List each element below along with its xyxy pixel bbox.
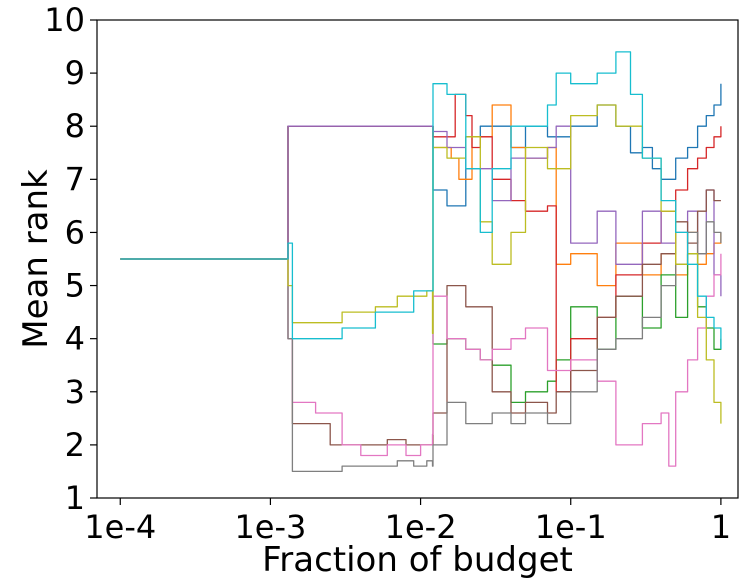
x-tick-label-3: 1e-2 — [385, 508, 457, 546]
x-tick-label-2: 1e-3 — [234, 508, 306, 546]
y-axis-ticks: 1 2 3 4 5 6 7 8 9 10 — [44, 1, 97, 517]
series-layer — [120, 51, 722, 473]
plot-frame — [96, 19, 739, 499]
y-axis-label: Mean rank — [16, 169, 56, 349]
y-tick-label-6: 6 — [65, 213, 85, 251]
x-tick-label-4: 1e-1 — [535, 508, 607, 546]
series-line-4 — [120, 93, 722, 393]
series-line-10 — [120, 51, 722, 350]
y-tick-label-10: 10 — [44, 1, 85, 39]
y-tick-label-8: 8 — [65, 107, 85, 145]
y-tick-label-3: 3 — [65, 373, 85, 411]
x-axis-label: Fraction of budget — [262, 540, 573, 580]
x-tick-label-5: 1 — [711, 508, 731, 546]
series-line-7 — [120, 253, 722, 467]
series-line-9 — [120, 104, 722, 424]
y-tick-label-1: 1 — [65, 479, 85, 517]
series-line-1 — [120, 83, 722, 260]
y-tick-label-4: 4 — [65, 320, 85, 358]
y-tick-label-2: 2 — [65, 426, 85, 464]
x-axis-ticks: 1e-4 1e-3 1e-2 1e-1 1 — [84, 498, 731, 546]
y-tick-label-7: 7 — [65, 160, 85, 198]
series-line-6 — [120, 189, 721, 446]
y-tick-label-9: 9 — [65, 54, 85, 92]
y-tick-label-5: 5 — [65, 267, 85, 305]
x-tick-label-1: 1e-4 — [84, 508, 156, 546]
